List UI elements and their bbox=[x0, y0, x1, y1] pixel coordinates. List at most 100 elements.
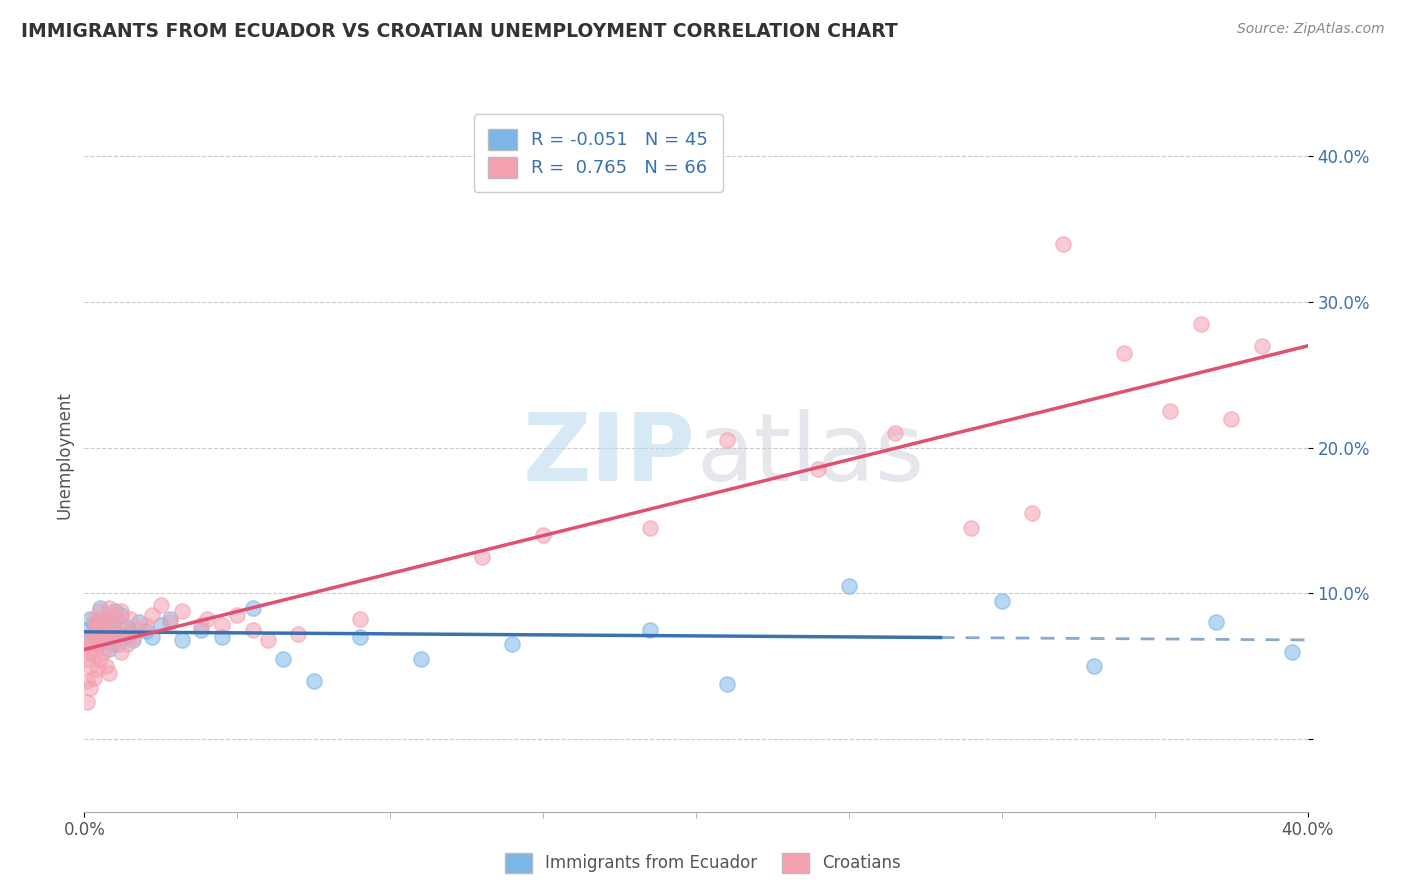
Point bbox=[226, 608, 249, 623]
Point bbox=[97, 641, 120, 656]
Y-axis label: Unemployment: Unemployment bbox=[55, 391, 73, 519]
Point bbox=[107, 627, 129, 641]
Point bbox=[97, 630, 120, 644]
Point bbox=[110, 604, 132, 618]
Point bbox=[120, 612, 142, 626]
Legend: R = -0.051   N = 45, R =  0.765   N = 66: R = -0.051 N = 45, R = 0.765 N = 66 bbox=[474, 114, 723, 192]
Point bbox=[97, 666, 120, 681]
Point bbox=[112, 620, 135, 634]
Point bbox=[716, 434, 738, 448]
Point bbox=[104, 608, 127, 623]
Point bbox=[89, 600, 111, 615]
Point bbox=[287, 627, 309, 641]
Point bbox=[271, 652, 294, 666]
Point bbox=[91, 644, 114, 658]
Point bbox=[190, 618, 212, 632]
Point bbox=[94, 612, 117, 626]
Point bbox=[122, 632, 145, 647]
Point bbox=[79, 681, 101, 695]
Point bbox=[531, 528, 554, 542]
Point bbox=[115, 637, 138, 651]
Point bbox=[128, 615, 150, 630]
Point bbox=[638, 623, 661, 637]
Point bbox=[502, 637, 524, 651]
Point bbox=[159, 615, 181, 630]
Point bbox=[115, 620, 138, 634]
Point bbox=[101, 615, 124, 630]
Point bbox=[79, 659, 101, 673]
Point bbox=[257, 632, 280, 647]
Point bbox=[94, 659, 117, 673]
Point bbox=[211, 630, 233, 644]
Legend: Immigrants from Ecuador, Croatians: Immigrants from Ecuador, Croatians bbox=[498, 847, 908, 880]
Point bbox=[83, 648, 105, 662]
Point bbox=[79, 632, 101, 647]
Point bbox=[960, 521, 983, 535]
Point bbox=[107, 637, 129, 651]
Point bbox=[242, 600, 264, 615]
Point bbox=[716, 676, 738, 690]
Point bbox=[83, 637, 105, 651]
Text: IMMIGRANTS FROM ECUADOR VS CROATIAN UNEMPLOYMENT CORRELATION CHART: IMMIGRANTS FROM ECUADOR VS CROATIAN UNEM… bbox=[21, 22, 898, 41]
Point bbox=[97, 623, 120, 637]
Point bbox=[1250, 339, 1272, 353]
Point bbox=[89, 652, 111, 666]
Point bbox=[104, 630, 127, 644]
Point bbox=[1114, 346, 1136, 360]
Point bbox=[122, 630, 145, 644]
Point bbox=[135, 624, 157, 639]
Point bbox=[112, 630, 135, 644]
Point bbox=[1021, 506, 1043, 520]
Point bbox=[86, 662, 108, 676]
Point bbox=[172, 604, 194, 618]
Point bbox=[110, 644, 132, 658]
Point bbox=[141, 608, 163, 623]
Point bbox=[83, 618, 105, 632]
Point bbox=[83, 612, 105, 626]
Text: Source: ZipAtlas.com: Source: ZipAtlas.com bbox=[1237, 22, 1385, 37]
Point bbox=[135, 618, 157, 632]
Point bbox=[89, 618, 111, 632]
Point bbox=[101, 637, 124, 651]
Point bbox=[94, 611, 117, 625]
Point bbox=[91, 627, 114, 641]
Point bbox=[76, 637, 98, 651]
Point bbox=[83, 671, 105, 685]
Point bbox=[409, 652, 432, 666]
Point bbox=[190, 623, 212, 637]
Point bbox=[141, 630, 163, 644]
Point bbox=[91, 624, 114, 639]
Point bbox=[104, 625, 127, 640]
Point bbox=[83, 627, 105, 641]
Point bbox=[1205, 615, 1227, 630]
Point bbox=[349, 612, 371, 626]
Point bbox=[86, 615, 108, 630]
Point bbox=[1189, 317, 1212, 331]
Point bbox=[79, 644, 101, 658]
Point bbox=[1159, 404, 1181, 418]
Point bbox=[79, 630, 101, 644]
Point bbox=[149, 598, 172, 612]
Point bbox=[89, 632, 111, 647]
Point bbox=[1083, 659, 1105, 673]
Point bbox=[149, 618, 172, 632]
Point bbox=[1052, 236, 1074, 251]
Point bbox=[76, 696, 98, 710]
Point bbox=[83, 623, 105, 637]
Point bbox=[883, 426, 905, 441]
Point bbox=[128, 623, 150, 637]
Point bbox=[76, 623, 98, 637]
Point bbox=[76, 652, 98, 666]
Point bbox=[94, 621, 117, 635]
Point bbox=[104, 604, 127, 618]
Point bbox=[1281, 644, 1303, 658]
Point bbox=[97, 600, 120, 615]
Point bbox=[807, 462, 830, 476]
Point bbox=[120, 625, 142, 640]
Point bbox=[76, 673, 98, 688]
Point bbox=[838, 579, 860, 593]
Point bbox=[1220, 411, 1243, 425]
Point bbox=[302, 673, 325, 688]
Point bbox=[89, 628, 111, 642]
Point bbox=[91, 632, 114, 647]
